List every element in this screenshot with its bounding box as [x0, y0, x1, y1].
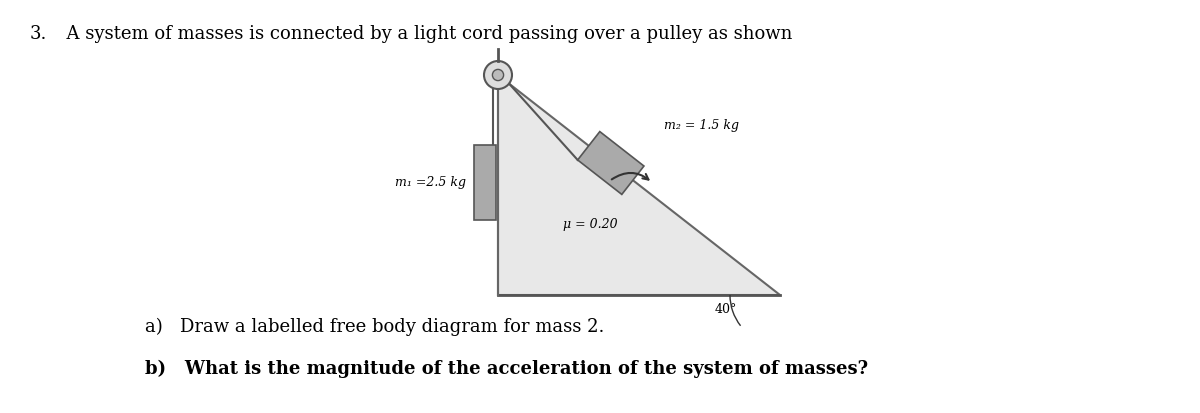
Polygon shape [498, 75, 780, 295]
Text: b)   What is the magnitude of the acceleration of the system of masses?: b) What is the magnitude of the accelera… [145, 360, 868, 378]
Text: μ = 0.20: μ = 0.20 [564, 218, 618, 231]
Text: m₁ =2.5 kg: m₁ =2.5 kg [395, 176, 466, 189]
Text: a)   Draw a labelled free body diagram for mass 2.: a) Draw a labelled free body diagram for… [145, 318, 605, 336]
Polygon shape [577, 132, 644, 195]
Bar [474, 145, 496, 220]
Text: m₂ = 1.5 kg: m₂ = 1.5 kg [664, 119, 739, 131]
Circle shape [484, 61, 512, 89]
Text: 40°: 40° [715, 303, 737, 316]
Text: A system of masses is connected by a light cord passing over a pulley as shown: A system of masses is connected by a lig… [55, 25, 792, 43]
Circle shape [492, 69, 504, 81]
Text: 3.: 3. [30, 25, 47, 43]
